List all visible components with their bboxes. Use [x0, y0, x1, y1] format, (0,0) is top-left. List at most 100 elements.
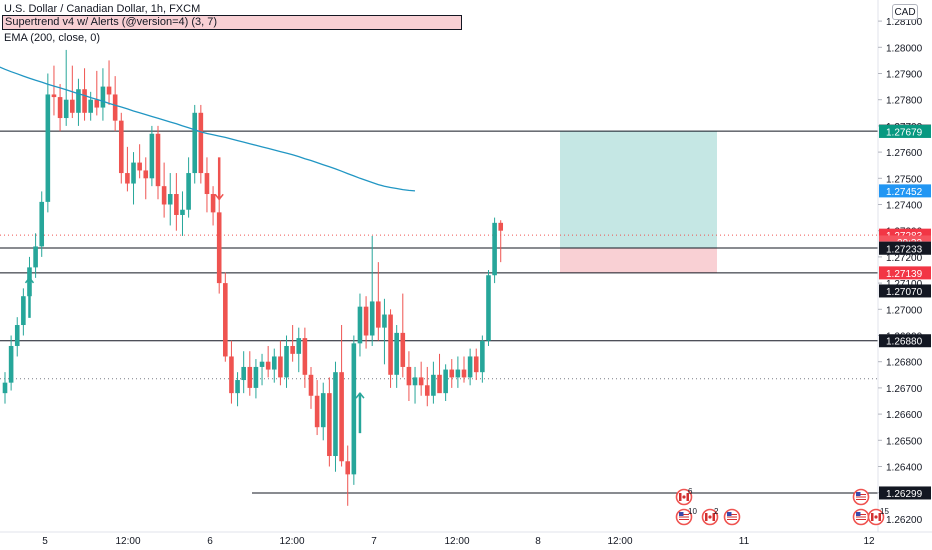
ema-line — [0, 66, 416, 192]
candle-body — [369, 301, 375, 336]
flag-canton — [679, 512, 684, 516]
candle-body — [137, 162, 142, 171]
supertrend-legend[interactable]: Supertrend v4 w/ Alerts (@version=4) (3,… — [2, 15, 462, 30]
candle-body — [161, 186, 167, 205]
flag-canton — [856, 512, 861, 516]
price-label-level: 1.27233 — [879, 241, 931, 255]
candle — [253, 359, 259, 399]
usd-flag-icon[interactable] — [723, 508, 741, 526]
candle-body — [2, 382, 8, 394]
buy-signal-arrow — [24, 276, 35, 318]
candle-body — [461, 369, 467, 378]
candle-body — [210, 194, 216, 213]
candle — [418, 361, 424, 396]
price-label-target: 1.27679 — [879, 124, 931, 138]
symbol-title[interactable]: U.S. Dollar / Canadian Dollar, 1h, FXCM — [4, 3, 201, 15]
price-label-ema: 1.27452 — [879, 184, 931, 198]
flag-leaf — [708, 515, 712, 519]
candle-body — [192, 112, 198, 174]
price-label-bg — [879, 334, 931, 348]
candle — [369, 235, 375, 346]
flag-band — [712, 513, 715, 521]
currency-badge[interactable]: CAD — [892, 4, 918, 20]
usd-flag-icon[interactable] — [852, 488, 870, 506]
ema-legend[interactable]: EMA (200, close, 0) — [4, 32, 100, 44]
candle — [186, 157, 191, 218]
price-label-bg — [879, 486, 931, 500]
usd-flag-icon[interactable]: 10 — [675, 507, 698, 526]
y-tick-label: 1.27800 — [886, 96, 923, 107]
candle-body — [431, 374, 436, 396]
candle — [486, 270, 491, 346]
candle-body — [82, 89, 87, 113]
candle — [131, 152, 136, 205]
candle-body — [314, 395, 320, 428]
y-tick-label: 1.26400 — [886, 463, 923, 474]
candle-body — [76, 89, 81, 113]
candle — [345, 445, 351, 506]
flag-leaf — [682, 495, 686, 499]
candle — [400, 293, 406, 378]
candle-body — [45, 94, 51, 202]
candle-body — [492, 222, 497, 276]
candle — [314, 380, 320, 436]
candle — [290, 325, 295, 362]
y-tick-label: 1.27500 — [886, 174, 923, 185]
candle — [461, 356, 467, 383]
candle-body — [106, 86, 112, 95]
price-label-text: 1.27233 — [886, 244, 923, 255]
price-label-stop: 1.27139 — [879, 266, 931, 280]
candle — [155, 125, 161, 200]
candle-body — [8, 345, 14, 383]
price-label-text: 1.27679 — [886, 127, 923, 138]
flag-band — [686, 493, 689, 501]
candle — [39, 191, 45, 257]
x-tick-label: 5 — [42, 536, 48, 547]
candle — [357, 293, 363, 357]
flag-canton — [856, 492, 861, 496]
candle — [112, 76, 118, 132]
candle-body — [486, 275, 491, 341]
candle — [394, 325, 399, 388]
candle-body — [216, 212, 222, 284]
candle — [296, 327, 302, 373]
x-tick-label: 8 — [535, 536, 541, 547]
candle — [363, 296, 369, 349]
candle — [137, 144, 142, 179]
candle-body — [155, 133, 161, 187]
price-label-level: 1.26880 — [879, 334, 931, 348]
candle — [174, 173, 179, 231]
candle — [198, 104, 204, 184]
candle — [216, 196, 222, 294]
candle-body — [112, 94, 118, 121]
candle-body — [345, 461, 351, 475]
usd-flag-icon[interactable] — [852, 508, 870, 526]
candle — [376, 262, 381, 341]
candle-body — [235, 380, 240, 394]
candle — [351, 335, 357, 485]
cad-flag-icon[interactable]: 2 — [701, 507, 720, 526]
candle-body — [284, 345, 289, 378]
y-tick-label: 1.26700 — [886, 384, 923, 395]
candle-body — [33, 246, 38, 268]
candle-body — [339, 372, 344, 462]
candle — [21, 288, 26, 336]
candle-body — [302, 338, 308, 375]
candle — [192, 104, 198, 184]
candle — [106, 60, 112, 105]
cad-flag-icon[interactable]: 15 — [867, 507, 890, 526]
candle — [63, 49, 69, 126]
cad-flag-icon[interactable]: 6 — [675, 487, 694, 506]
candle — [51, 65, 57, 116]
flag-band — [705, 513, 708, 521]
candle — [45, 73, 51, 213]
candle — [223, 272, 228, 362]
price-label-text: 1.26880 — [886, 337, 923, 348]
candle — [100, 68, 106, 121]
candle-body — [449, 369, 455, 378]
candle-body — [149, 133, 155, 179]
candle-body — [357, 306, 363, 344]
candle — [241, 351, 246, 394]
candle — [455, 356, 461, 388]
